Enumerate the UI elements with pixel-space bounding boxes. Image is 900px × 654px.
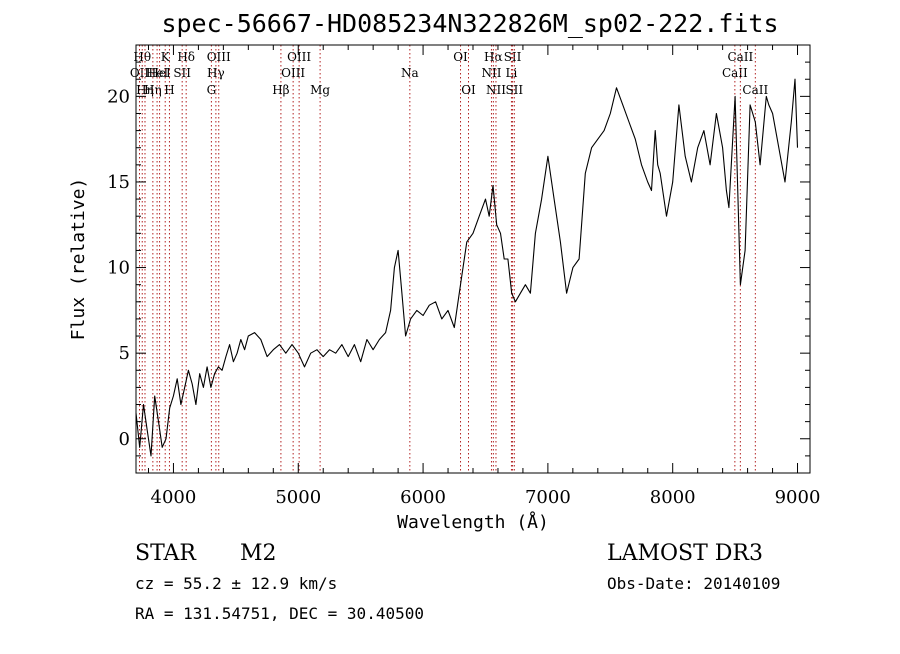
spectral-line-markers: OIIHθHηHηHeIHeIKHSIIHδGHγOIIIHβOIIIOIIIM…: [130, 45, 768, 473]
y-axis: 0 5 10 15 20: [107, 44, 810, 474]
line-marker-label: H: [164, 83, 174, 97]
object-class: STAR: [135, 541, 197, 566]
x-tick-label: 4000: [151, 487, 197, 508]
x-axis: 4000 5000 6000 7000 8000 9000: [147, 45, 821, 508]
line-marker-label: Na: [401, 66, 419, 80]
line-marker-label: SII: [173, 66, 191, 80]
x-axis-label: Wavelength (Å): [397, 511, 549, 533]
y-tick-label: 5: [119, 343, 130, 364]
line-marker-label: G: [207, 83, 217, 97]
line-marker-label: K: [161, 50, 171, 64]
line-marker-label: Li: [506, 66, 518, 80]
chart-title: spec-56667-HD085234N322826M_sp02-222.fit…: [161, 9, 778, 38]
line-marker-label: SII: [505, 83, 523, 97]
y-tick-label: 20: [107, 86, 130, 107]
x-tick-label: 8000: [650, 487, 696, 508]
line-marker-label: OI: [453, 50, 468, 64]
line-marker-label: CaII: [742, 83, 768, 97]
line-marker-label: Mg: [310, 83, 330, 97]
line-marker-label: Hγ: [207, 66, 225, 80]
redshift-readout: cz = 55.2 ± 12.9 km/s: [135, 574, 337, 593]
survey-name: LAMOST DR3: [607, 541, 763, 566]
line-marker-label: NII: [486, 83, 506, 97]
line-marker-label: NII: [481, 66, 501, 80]
object-subclass: M2: [240, 541, 277, 566]
line-marker-label: OIII: [207, 50, 231, 64]
line-marker-label: Hα: [484, 50, 503, 64]
line-marker-label: OI: [461, 83, 476, 97]
coordinates-readout: RA = 131.54751, DEC = 30.40500: [135, 604, 424, 623]
observation-date: Obs-Date: 20140109: [607, 574, 780, 593]
y-tick-label: 10: [107, 258, 130, 279]
y-axis-label: Flux (relative): [68, 178, 89, 341]
spectrum-line-0: [135, 78, 799, 457]
line-marker-label: Hδ: [177, 50, 195, 64]
line-marker-label: HeI: [148, 66, 171, 80]
line-marker-label: Hθ: [133, 50, 151, 64]
line-marker-label: Hη: [136, 83, 154, 97]
y-tick-label: 0: [119, 429, 130, 450]
plot-frame: [135, 44, 811, 474]
line-marker-label: Hη: [144, 83, 162, 97]
line-marker-label: CaII: [722, 66, 748, 80]
line-marker-label: SII: [504, 50, 522, 64]
line-marker-label: Hβ: [272, 83, 289, 97]
spectrum-series: [135, 78, 799, 457]
line-marker-label: CaII: [727, 50, 753, 64]
y-tick-label: 15: [107, 172, 130, 193]
x-tick-label: 5000: [275, 487, 321, 508]
x-tick-label: 9000: [775, 487, 821, 508]
x-tick-label: 6000: [400, 487, 446, 508]
line-marker-label: HeI: [146, 66, 169, 80]
line-marker-label: OIII: [287, 50, 311, 64]
line-marker-label: OIII: [281, 66, 305, 80]
x-tick-label: 7000: [525, 487, 571, 508]
